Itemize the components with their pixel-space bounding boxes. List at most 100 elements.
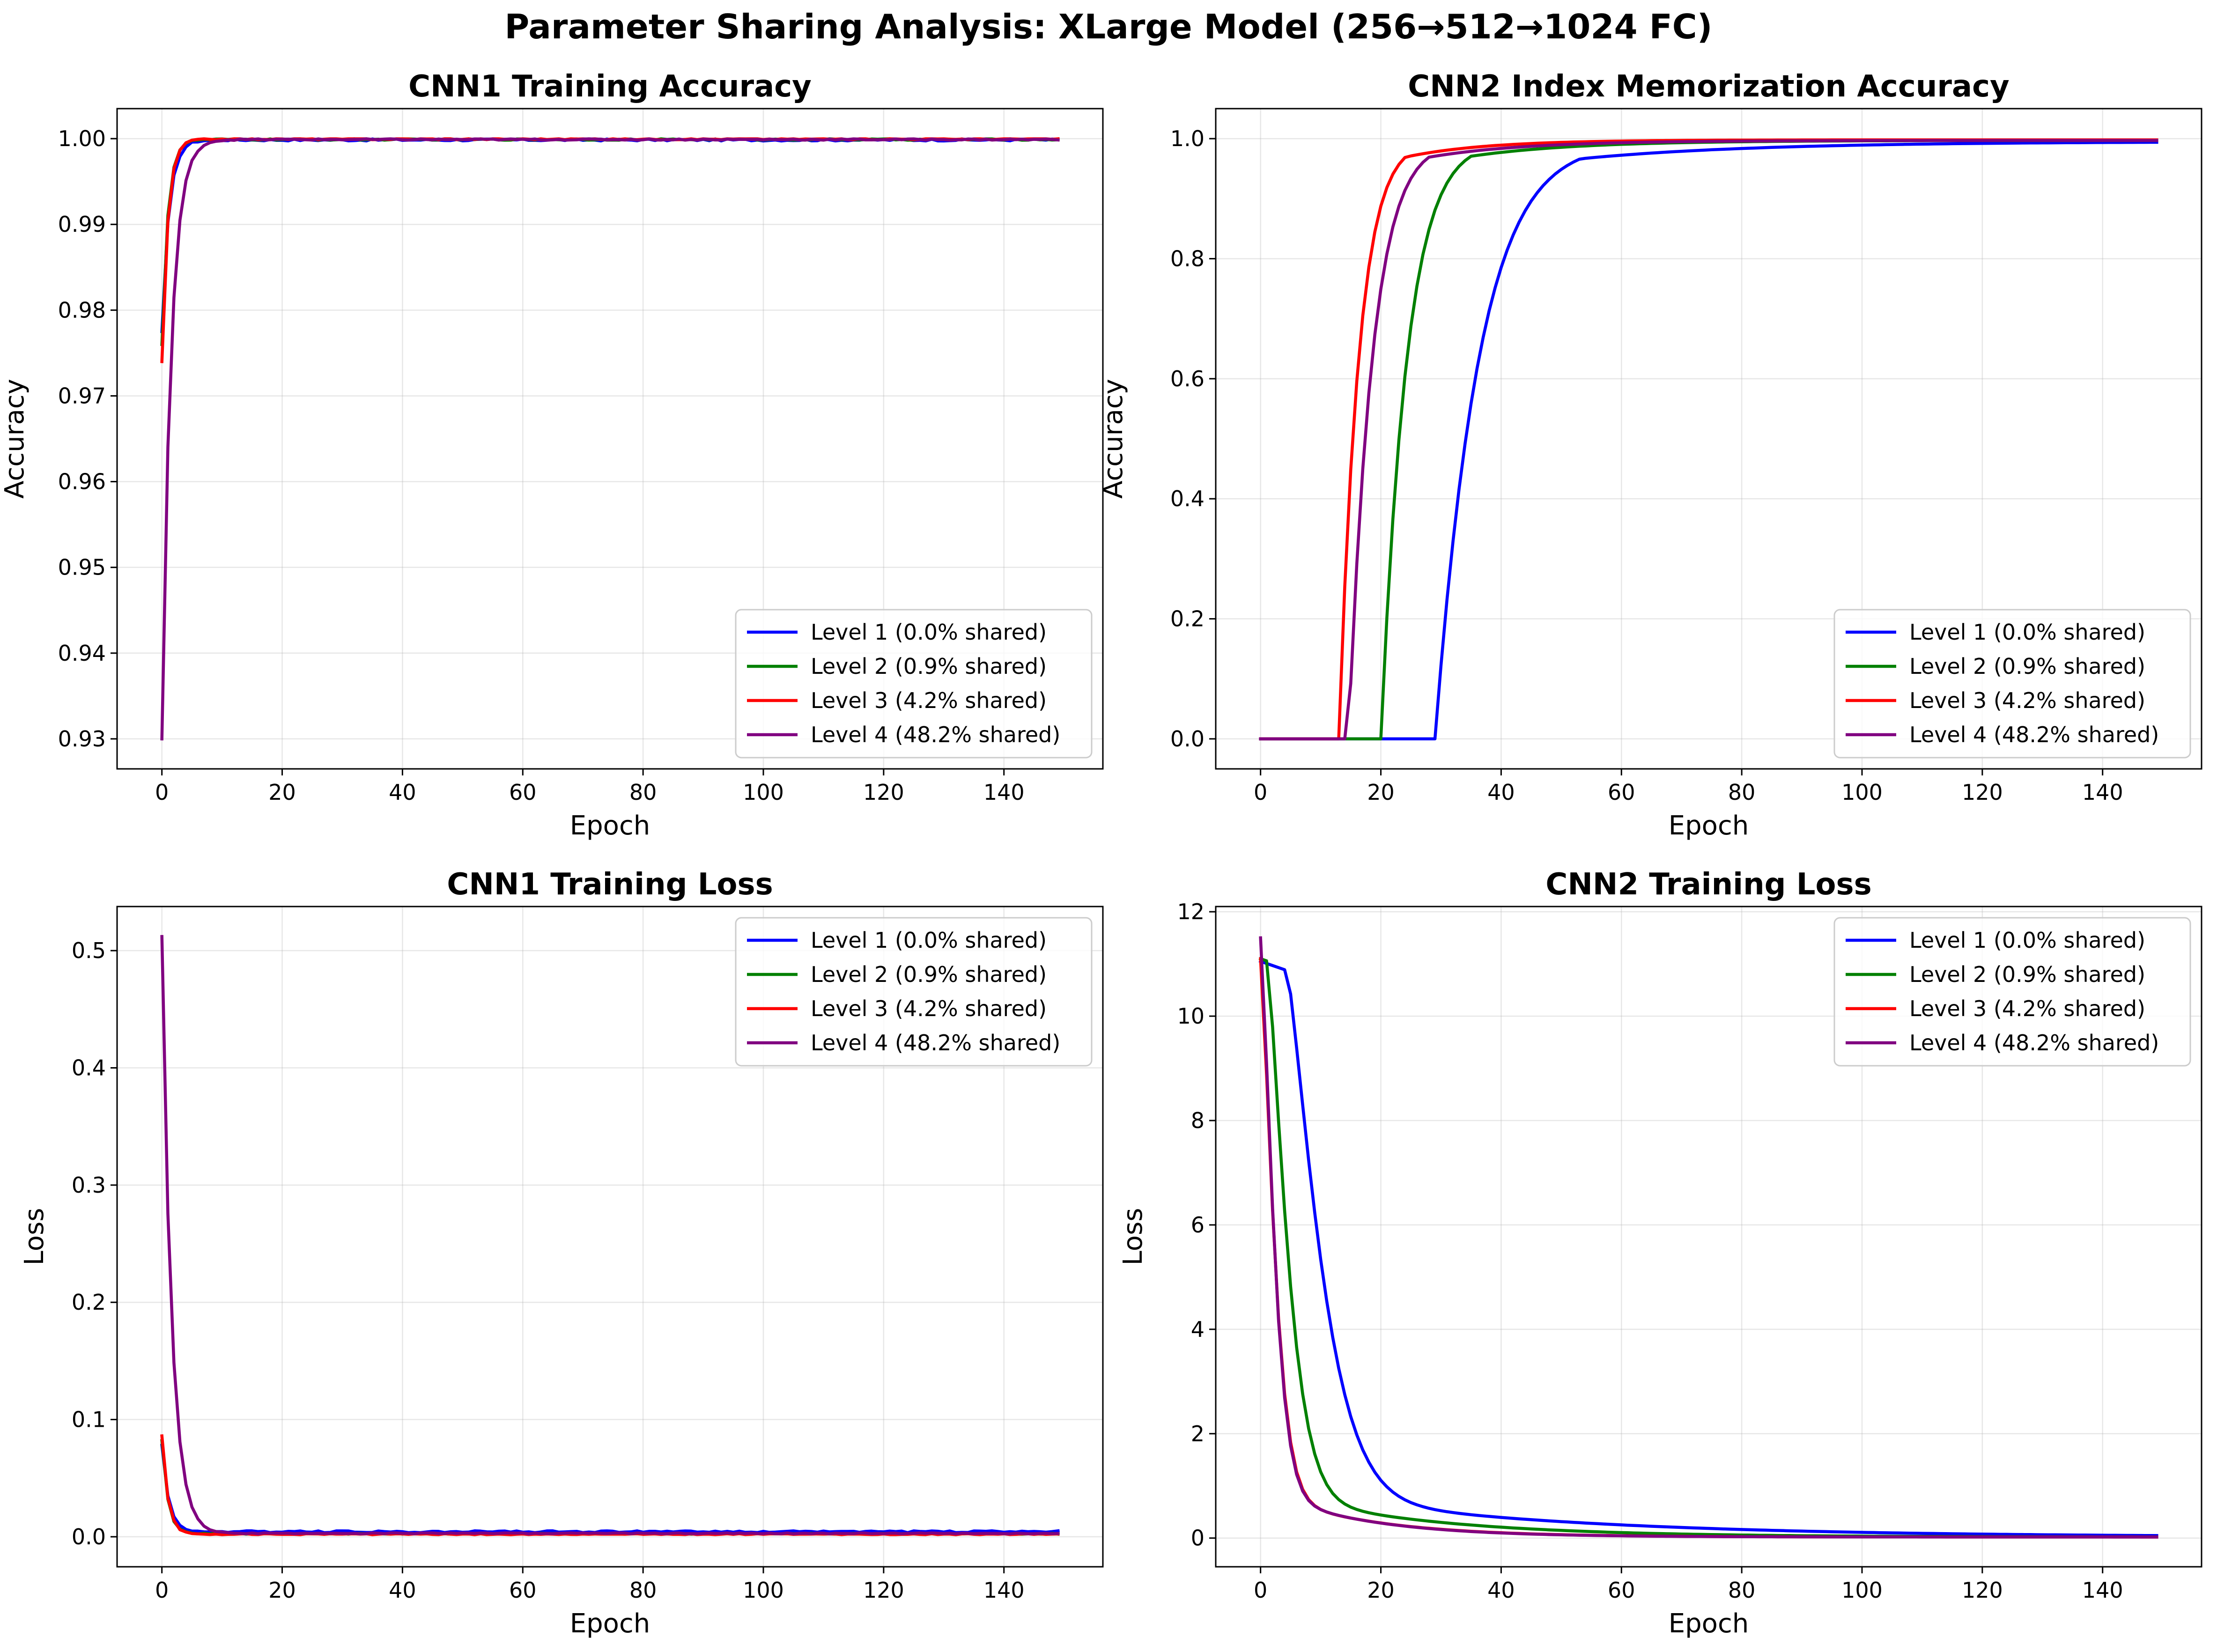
x-tick-label: 60 <box>509 1578 537 1603</box>
y-tick-label: 6 <box>1191 1212 1205 1238</box>
y-tick-label: 0.2 <box>1170 606 1205 632</box>
x-axis-label: Epoch <box>570 1608 650 1639</box>
series-line-level-1 <box>1258 959 2158 1537</box>
x-tick-label: 0 <box>155 780 169 805</box>
x-tick-label: 140 <box>2082 780 2123 805</box>
series-line-level-2 <box>160 137 1060 346</box>
legend: Level 1 (0.0% shared) Level 2 (0.9% share… <box>735 609 1093 759</box>
legend-label-level-2: Level 2 (0.9% shared) <box>811 654 1047 679</box>
y-tick-label: 0.6 <box>1170 366 1205 391</box>
subplot-title: CNN1 Training Accuracy <box>408 69 812 104</box>
x-tick-label: 80 <box>1728 780 1756 805</box>
y-tick-label: 0.97 <box>58 383 106 408</box>
x-tick-label: 80 <box>629 1578 657 1603</box>
y-axis-label: Accuracy <box>1098 379 1129 499</box>
legend-box <box>735 917 1093 1067</box>
y-tick-label: 0.0 <box>1170 726 1205 752</box>
x-tick-label: 140 <box>2082 1578 2123 1603</box>
x-tick-label: 60 <box>509 780 537 805</box>
legend-label-level-1: Level 1 (0.0% shared) <box>811 620 1047 645</box>
legend: Level 1 (0.0% shared) Level 2 (0.9% share… <box>735 917 1093 1067</box>
y-tick-label: 0 <box>1191 1526 1205 1551</box>
legend-box <box>1833 917 2191 1067</box>
x-tick-label: 120 <box>863 780 904 805</box>
legend-label-level-4: Level 4 (48.2% shared) <box>1909 1030 2159 1055</box>
series-group <box>160 137 1060 741</box>
x-tick-label: 120 <box>863 1578 904 1603</box>
legend: Level 1 (0.0% shared) Level 2 (0.9% share… <box>1833 609 2191 759</box>
y-axis-label: Loss <box>19 1208 50 1266</box>
legend-label-level-2: Level 2 (0.9% shared) <box>811 962 1047 987</box>
subplot-2: 0 20 40 60 80 100 120 140 0.0 0.2 0.4 0.6 0.8 1.0 CNN2… <box>1098 69 2202 841</box>
y-tick-label: 4 <box>1191 1317 1205 1342</box>
legend-label-level-4: Level 4 (48.2% shared) <box>811 1030 1060 1055</box>
y-tick-label: 0.1 <box>72 1407 106 1432</box>
y-tick-label: 0.5 <box>72 938 106 963</box>
axes-frame <box>116 906 1104 1568</box>
y-axis-label: Loss <box>1118 1208 1148 1266</box>
legend-label-level-3: Level 3 (4.2% shared) <box>1909 996 2145 1021</box>
series-line-level-2 <box>160 1439 1060 1536</box>
y-tick-label: 10 <box>1177 1003 1205 1029</box>
series-line-level-3 <box>160 137 1060 363</box>
y-tick-label: 1.0 <box>1170 126 1205 151</box>
y-tick-label: 0.93 <box>58 726 106 752</box>
y-tick-label: 0.3 <box>72 1173 106 1198</box>
subplot-title: CNN1 Training Loss <box>447 867 773 902</box>
axes-frame <box>116 108 1104 770</box>
x-tick-label: 120 <box>1962 1578 2003 1603</box>
series-line-level-1 <box>160 137 1060 333</box>
legend-label-level-4: Level 4 (48.2% shared) <box>811 722 1060 747</box>
subplot-3: 0 20 40 60 80 100 120 140 0.0 0.1 0.2 0.3 0.4 0.5 CNN1… <box>19 867 1104 1639</box>
x-tick-label: 20 <box>1367 1578 1395 1603</box>
legend-label-level-2: Level 2 (0.9% shared) <box>1909 654 2145 679</box>
subplot-4: 0 20 40 60 80 100 120 140 0 2 4 6 8 10 12 CNN2 Training… <box>1118 867 2202 1639</box>
series-line-level-4 <box>160 137 1060 741</box>
y-tick-label: 0.8 <box>1170 246 1205 271</box>
y-tick-label: 8 <box>1191 1108 1205 1133</box>
x-tick-label: 40 <box>1487 780 1515 805</box>
y-tick-label: 2 <box>1191 1421 1205 1446</box>
x-tick-label: 40 <box>389 780 416 805</box>
x-tick-label: 60 <box>1608 780 1635 805</box>
y-tick-label: 1.00 <box>58 126 106 151</box>
x-tick-label: 80 <box>1728 1578 1756 1603</box>
y-tick-label: 0.96 <box>58 469 106 494</box>
axes-frame <box>1215 108 2202 770</box>
subplot-title: CNN2 Index Memorization Accuracy <box>1408 69 2009 104</box>
series-line-level-4 <box>1259 139 2158 741</box>
y-tick-label: 0.4 <box>72 1055 106 1080</box>
subplots-container: 0 20 40 60 80 100 120 1400.930.940.950.960.970.… <box>0 69 2202 1639</box>
series-line-level-3 <box>160 1434 1060 1536</box>
x-tick-label: 40 <box>389 1578 416 1603</box>
y-tick-label: 0.94 <box>58 641 106 666</box>
legend-label-level-1: Level 1 (0.0% shared) <box>1909 928 2145 953</box>
x-tick-label: 140 <box>983 780 1025 805</box>
figure-title: Parameter Sharing Analysis: XLarge Model… <box>504 7 1712 46</box>
x-tick-label: 100 <box>1841 780 1883 805</box>
legend-label-level-4: Level 4 (48.2% shared) <box>1909 722 2159 747</box>
legend-label-level-3: Level 3 (4.2% shared) <box>1909 688 2145 713</box>
legend-label-level-1: Level 1 (0.0% shared) <box>811 928 1047 953</box>
subplot-1: 0 20 40 60 80 100 120 140 0.93 0.94 0.95 0.96 0.97 0.… <box>0 69 1104 841</box>
grid-lines <box>117 109 1103 769</box>
subplot-title: CNN2 Training Loss <box>1545 867 1871 902</box>
legend: Level 1 (0.0% shared) Level 2 (0.9% share… <box>1833 917 2191 1067</box>
x-tick-label: 20 <box>268 1578 296 1603</box>
legend-label-level-3: Level 3 (4.2% shared) <box>811 688 1047 713</box>
x-axis-label: Epoch <box>1669 811 1749 841</box>
x-tick-label: 20 <box>268 780 296 805</box>
x-tick-label: 0 <box>1254 780 1267 805</box>
x-tick-label: 140 <box>983 1578 1025 1603</box>
y-axis-label: Accuracy <box>0 379 30 499</box>
x-tick-label: 120 <box>1962 780 2003 805</box>
series-group <box>1258 936 2158 1539</box>
series-line-level-1 <box>160 1443 1060 1534</box>
x-axis-label: Epoch <box>1669 1608 1749 1639</box>
legend-label-level-1: Level 1 (0.0% shared) <box>1909 620 2145 645</box>
x-tick-label: 100 <box>743 780 784 805</box>
legend-box <box>1833 609 2191 759</box>
grid-lines <box>1216 109 2202 769</box>
series-group <box>160 935 1060 1536</box>
